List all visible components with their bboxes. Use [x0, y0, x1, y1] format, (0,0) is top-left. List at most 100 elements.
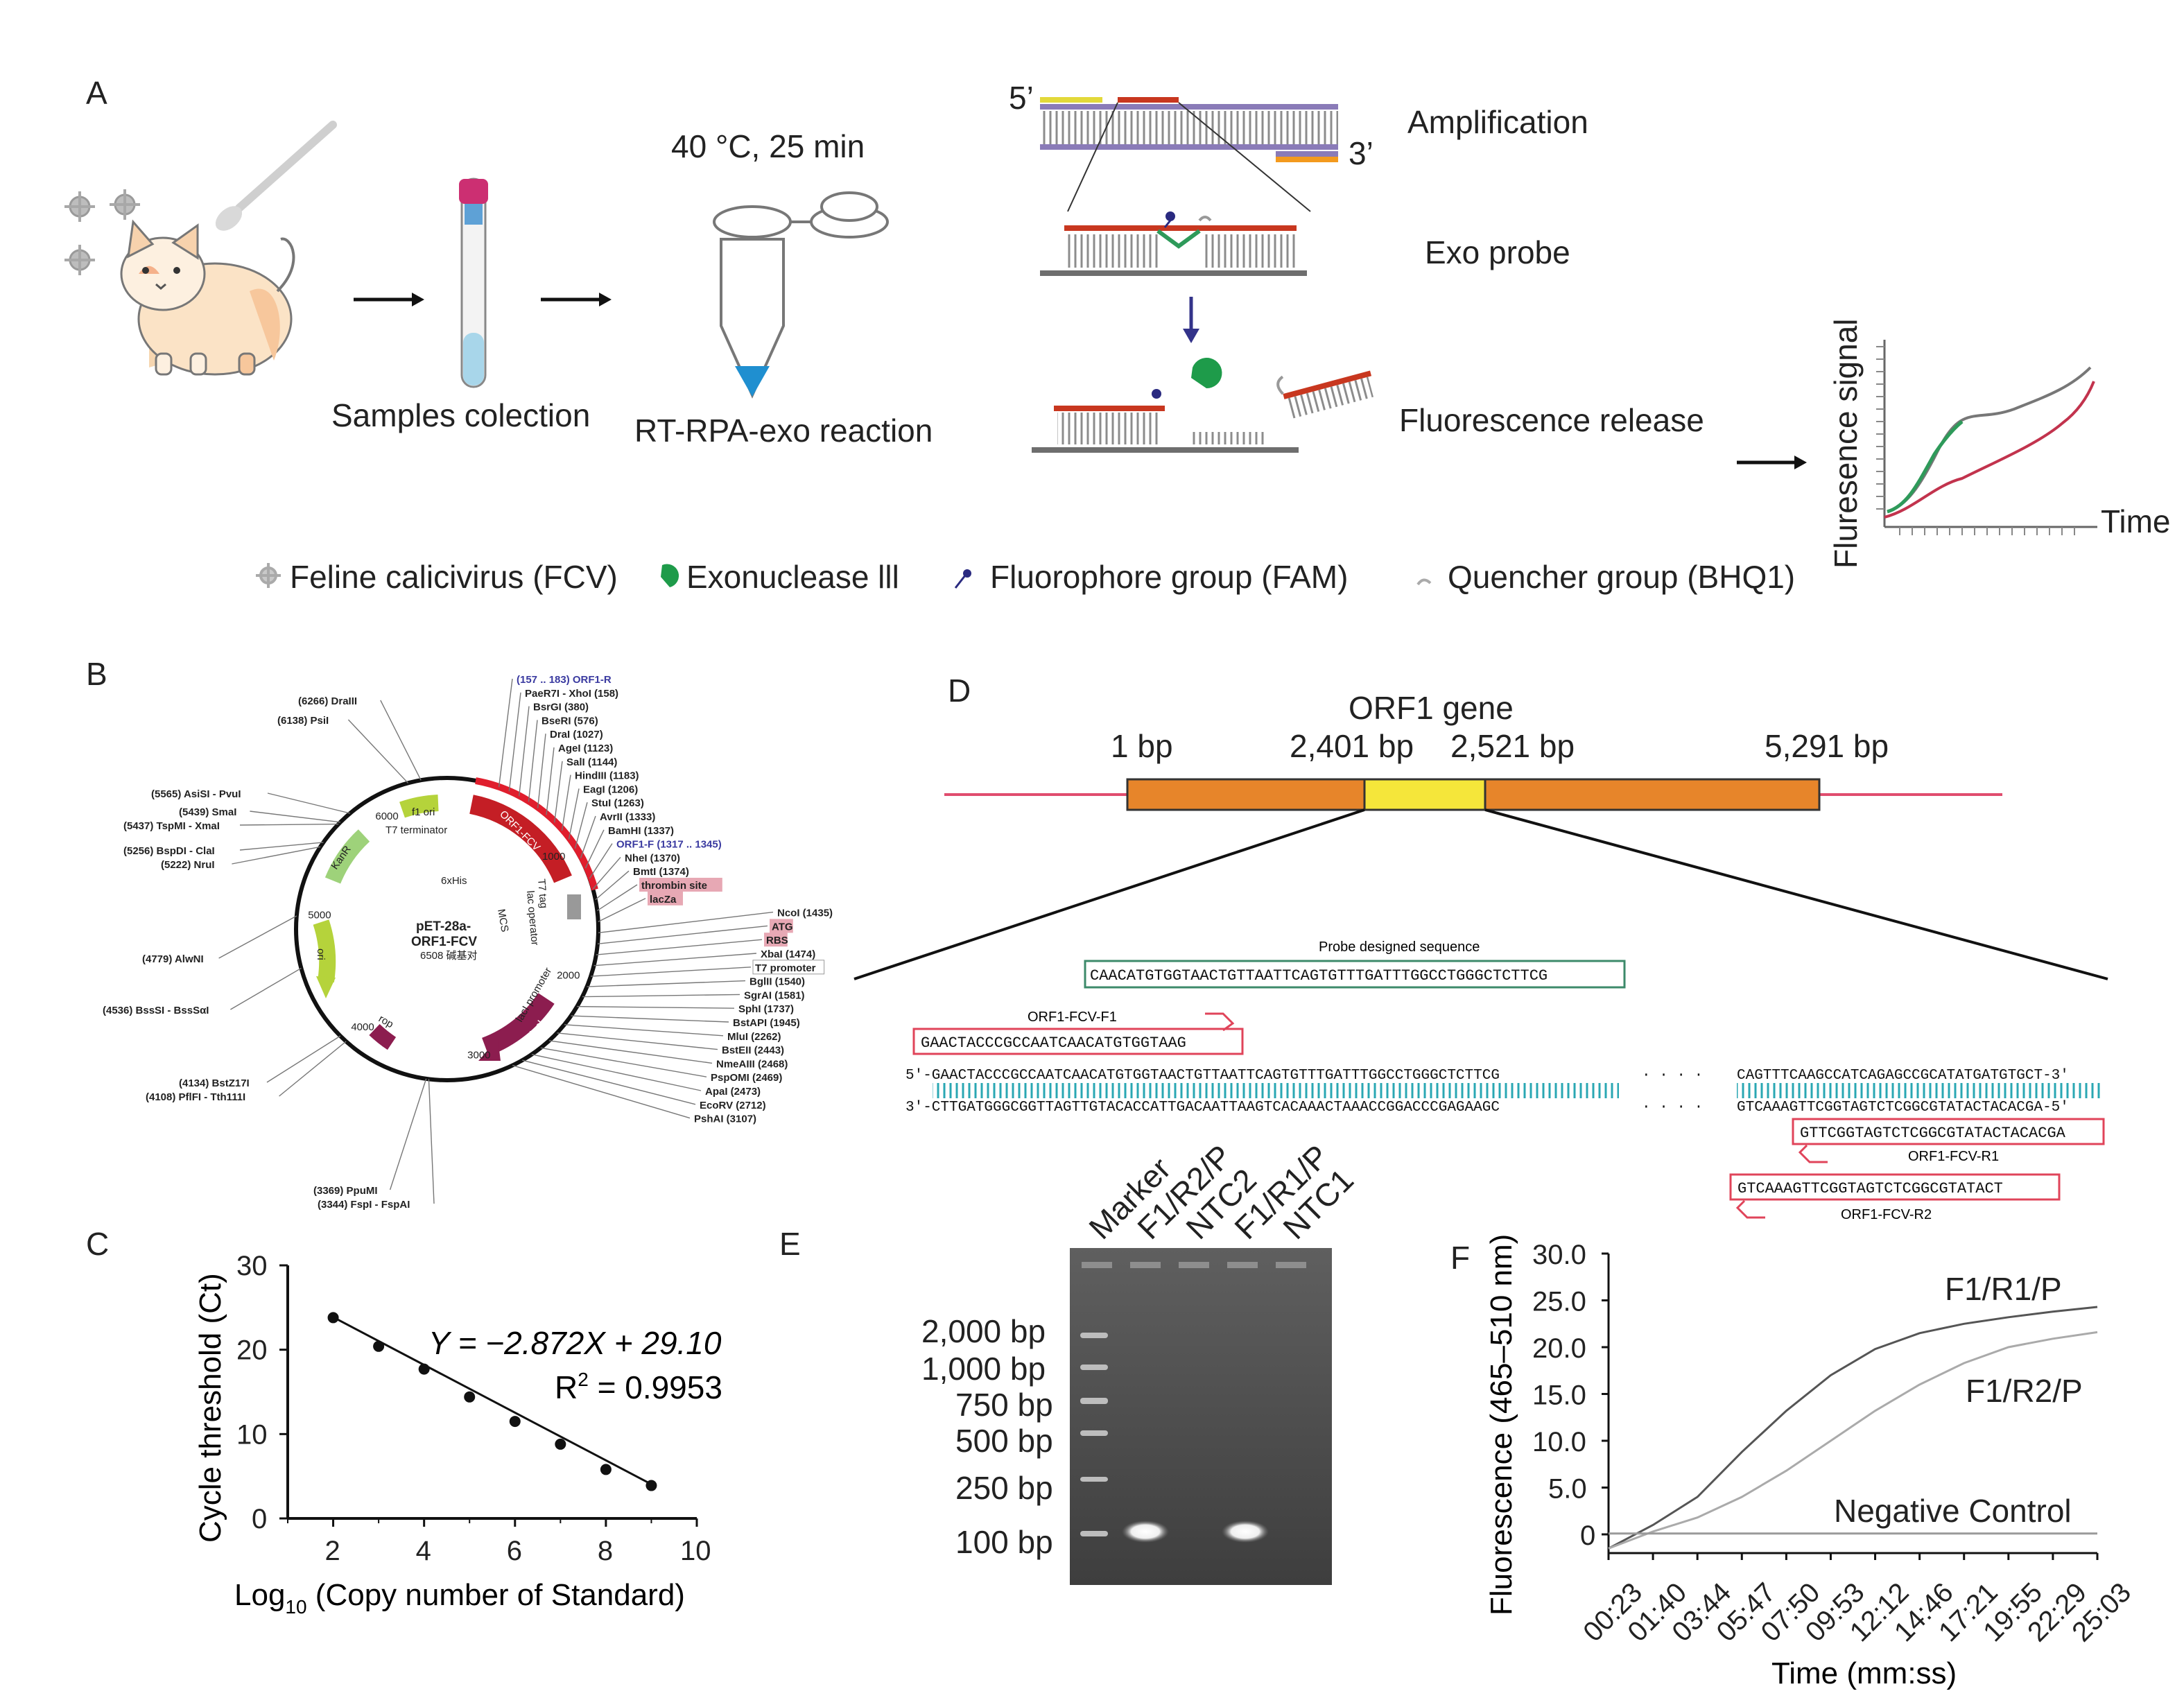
r1-sequence: GTTCGGTAGTCTCGGCGTATACTACACGA: [1800, 1125, 2066, 1142]
site-leader: [561, 774, 571, 831]
site-leader: [568, 788, 580, 840]
series-line: [1608, 1306, 2098, 1550]
data-point: [373, 1340, 385, 1352]
site-leader: [380, 700, 422, 781]
probe-box: [1084, 960, 1626, 989]
lacop-label: lac operator: [524, 890, 541, 946]
site-label: (5439) SmaI: [179, 806, 236, 818]
feature-tag: [764, 933, 788, 947]
r1-box: [1792, 1118, 2105, 1145]
panel-a-legend: Feline calicivirus (FCV) Exonuclease lll…: [256, 559, 1795, 595]
gene-title: ORF1 gene: [1349, 690, 1514, 726]
site-leader: [230, 967, 302, 1010]
plasmid-tick-label: 3000: [467, 1049, 490, 1061]
site-label: (5437) TspMI - XmaI: [123, 820, 220, 832]
site-label: SalI (1144): [566, 756, 617, 768]
r2-label: R2 = 0.9953: [555, 1369, 722, 1405]
site-leader: [518, 706, 530, 797]
site-leader: [557, 1032, 718, 1050]
site-label: PaeR7I - XhoI (158): [525, 688, 618, 700]
chart-f-ytick-label: 0: [1580, 1521, 1595, 1551]
site-label: (4536) BssSI - BssSαI: [103, 1005, 209, 1016]
cat-icon: [120, 219, 295, 376]
flow-arrow: [354, 293, 612, 306]
exo-probe-diagram: Exo probe: [1040, 211, 1570, 343]
fcv-legend-icon: [256, 563, 281, 588]
chart-c-ylabel: Cycle threshold (Ct): [193, 1273, 227, 1543]
site-leader: [577, 1005, 735, 1009]
chart-f-ytick-label: 5.0: [1548, 1474, 1587, 1505]
plasmid-tick-label: 5000: [308, 910, 331, 921]
gel-band-f1r2p: [1122, 1521, 1169, 1543]
ladder-label: 500 bp: [955, 1423, 1053, 1459]
gel-wells: [1082, 1262, 1306, 1268]
probe-sequence: CAACATGTGGTAACTGTTAATTCAGTGTTTGATTTGGCCT…: [1090, 967, 1548, 985]
fluorescence-release-label: Fluorescence release: [1399, 402, 1704, 438]
site-leader: [596, 884, 638, 912]
fluorescence-chart: 05.010.015.020.025.030.000:2301:4003:440…: [1532, 1240, 2137, 1647]
plasmid-tick-label: 6000: [375, 811, 398, 822]
exonuclease-legend-icon: [661, 564, 679, 587]
reaction-tube-icon: [713, 191, 889, 399]
site-label: RBS: [766, 935, 788, 946]
panel-d: D ORF1 gene 1 bp 2,401 bp 2,521 bp 5,291…: [853, 673, 2108, 1222]
bot-strand-right: GTCAAAGTTCGGTAGTCTCGGCGTATACTACACGA-5': [1737, 1100, 2069, 1116]
plasmid-tick-label: 2000: [557, 970, 580, 982]
r2-box: [1729, 1173, 2061, 1201]
site-label: BstAPI (1945): [733, 1017, 800, 1029]
chart-c-xtick-label: 8: [598, 1536, 613, 1566]
amplification-label: Amplification: [1407, 104, 1588, 140]
rop-feature-arrow: [369, 1023, 397, 1050]
bot-strand-left: 3'-CTTGATGGGCGGTTAGTTGTACACCATTGACAATTAA…: [905, 1100, 1500, 1116]
site-label: ORF1-F (1317 .. 1345): [616, 839, 722, 851]
series-label: F1/R1/P: [1945, 1271, 2062, 1307]
top-dots: · · · ·: [1642, 1068, 1703, 1084]
panel-e-label: E: [779, 1226, 801, 1262]
site-label: NmeAIII (2468): [716, 1058, 788, 1070]
site-label: SgrAI (1581): [744, 989, 805, 1001]
site-leader: [595, 870, 630, 901]
t7term-label: T7 terminator: [385, 824, 447, 836]
f1ori-feature-arrow: [399, 795, 439, 818]
site-leader: [580, 815, 596, 858]
site-label: PshAI (3107): [694, 1114, 756, 1125]
site-label: EcoRV (2712): [700, 1100, 766, 1111]
ladder-label: 1,000 bp: [921, 1351, 1046, 1387]
ladder-label: 100 bp: [955, 1524, 1053, 1560]
chart-f-ylabel: Fluorescence (465–510 nm): [1484, 1234, 1518, 1615]
feature-tag: [648, 891, 683, 906]
feature-tag: [752, 960, 825, 975]
data-point: [509, 1416, 521, 1428]
site-label: AgeI (1123): [558, 743, 613, 754]
chart-f-ytick-label: 25.0: [1532, 1287, 1586, 1317]
site-leader: [250, 811, 340, 823]
panel-f: F 05.010.015.020.025.030.000:2301:4003:4…: [1450, 1234, 2137, 1690]
ladder-label: 250 bp: [955, 1470, 1053, 1506]
sample-tube-icon: [459, 177, 488, 388]
plasmid-tick-label: 1000: [542, 851, 565, 863]
site-label: lacZa: [650, 894, 677, 906]
site-label: (3344) FspI - FspAI: [318, 1199, 410, 1211]
site-leader: [239, 842, 324, 851]
basepair-ticks-left: [933, 1083, 1619, 1098]
site-leader: [239, 823, 339, 826]
site-label: BmtI (1374): [633, 866, 689, 878]
chart-c-xlabel: Log10 (Copy number of Standard): [234, 1578, 685, 1618]
site-leader: [591, 967, 752, 977]
signal-x-label: Time: [2101, 503, 2171, 539]
gel-band-f1r1p: [1222, 1521, 1269, 1543]
site-leader: [498, 678, 513, 788]
legend-exo: Exonuclease lll: [686, 559, 899, 595]
data-point: [418, 1363, 430, 1375]
site-label: NheI (1370): [625, 852, 680, 864]
site-label: ApaI (2473): [705, 1086, 761, 1098]
site-leader: [553, 761, 563, 823]
chart-f-ytick-label: 15.0: [1532, 1380, 1586, 1411]
f1-box: [912, 1028, 1244, 1055]
site-leader: [347, 719, 409, 783]
r1-name: ORF1-FCV-R1: [1908, 1149, 1999, 1164]
data-point: [555, 1438, 566, 1450]
site-leader: [598, 898, 646, 922]
site-label: BamHI (1337): [608, 825, 674, 837]
f1-name: ORF1-FCV-F1: [1028, 1010, 1117, 1025]
